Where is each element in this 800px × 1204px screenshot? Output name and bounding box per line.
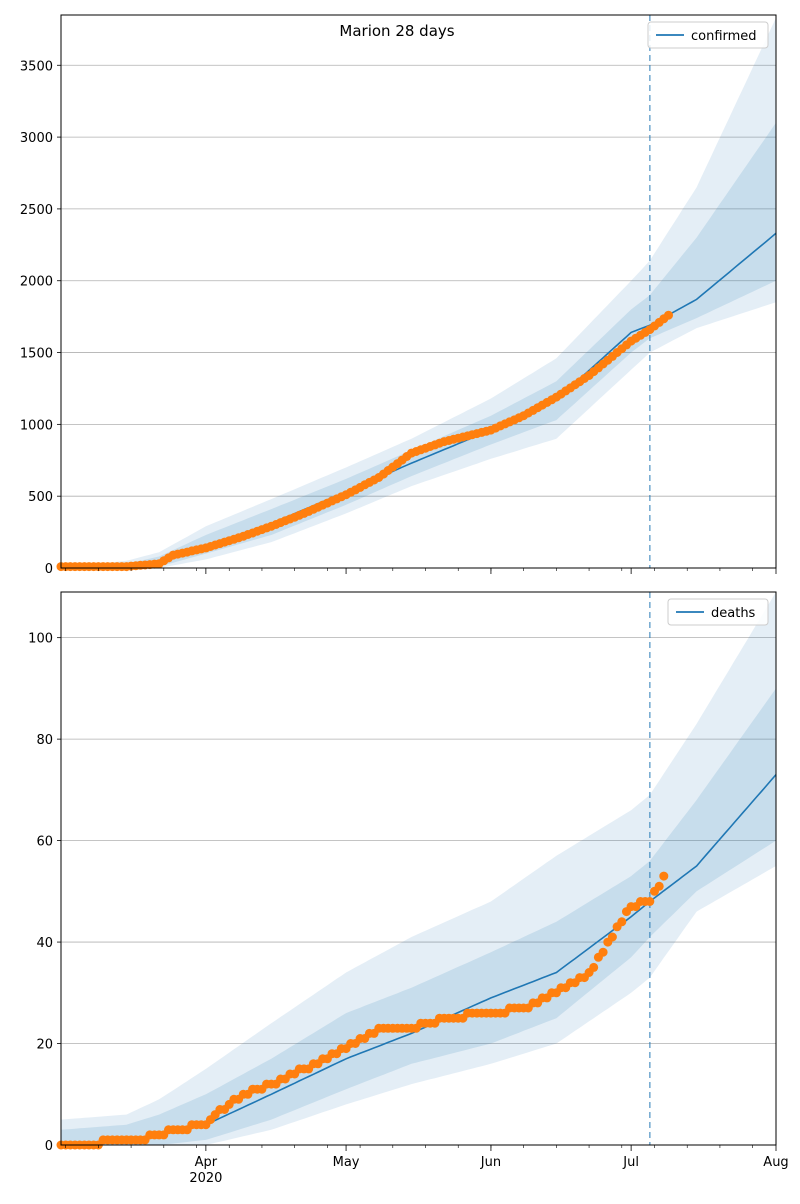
y-tick-label: 2500 [20, 203, 53, 218]
confirmed-panel: 0 500 1000 1500 2000 2500 3000 3500 confirmed [20, 14, 777, 577]
x-tick-label: Jun [480, 1155, 501, 1170]
y-tick-label: 100 [28, 632, 53, 647]
y-tick-label: 500 [28, 490, 53, 505]
observed-point [645, 897, 655, 906]
axes-frame [60, 591, 777, 1146]
y-tick-label: 3000 [20, 131, 53, 146]
y-tick-label: 1000 [20, 418, 53, 433]
inner-uncertainty-band [61, 122, 776, 568]
x-tick-label: Jul [622, 1155, 639, 1170]
observed-point [607, 932, 617, 942]
x-year-label: 2020 [189, 1171, 222, 1186]
y-tick-label: 3500 [20, 59, 53, 74]
observed-point [664, 310, 673, 320]
x-tick-label: May [333, 1155, 360, 1170]
observed-point [598, 947, 608, 957]
observed-point [589, 962, 599, 972]
x-tick-label: Aug [763, 1155, 788, 1170]
y-tick-label: 0 [45, 1139, 53, 1154]
outer-uncertainty-band [61, 592, 776, 1145]
y-tick-label: 60 [36, 835, 53, 850]
observed-point [654, 881, 664, 891]
observed-point [659, 871, 669, 881]
legend-box [647, 21, 769, 49]
y-tick-label: 80 [36, 733, 53, 748]
outer-uncertainty-band [61, 17, 776, 568]
legend-label: deaths [711, 606, 756, 621]
observed-point [617, 917, 627, 927]
y-tick-label: 1500 [20, 347, 53, 362]
y-tick-label: 0 [45, 562, 53, 577]
inner-uncertainty-band [61, 688, 776, 1145]
chart-title: Marion 28 days [339, 22, 454, 40]
y-tick-label: 20 [36, 1038, 53, 1053]
axes-frame [60, 14, 777, 569]
x-tick-label: Apr [195, 1155, 218, 1170]
y-tick-label: 2000 [20, 275, 53, 290]
legend-box [667, 598, 769, 626]
y-tick-label: 40 [36, 936, 53, 951]
legend-label: confirmed [691, 29, 757, 44]
